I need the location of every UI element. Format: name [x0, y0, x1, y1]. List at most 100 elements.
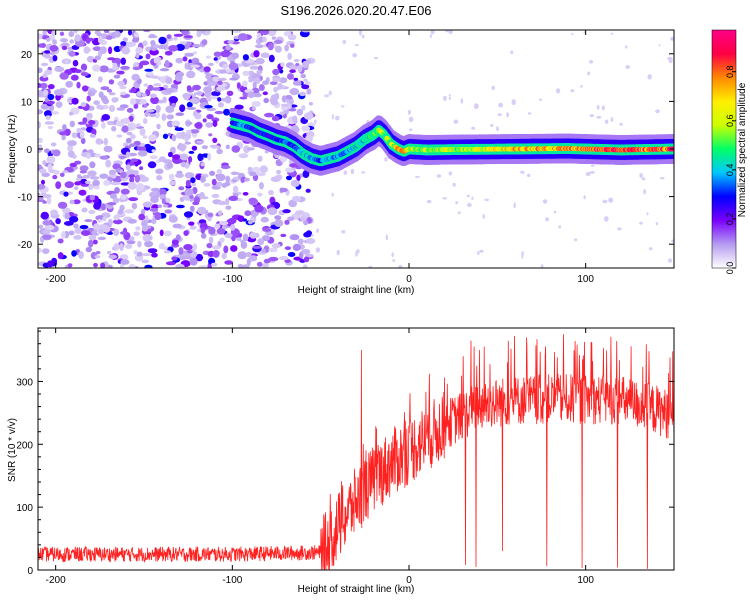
spectrogram-speck: [457, 211, 461, 215]
spectrogram-cell: [144, 240, 154, 248]
spectrogram-cell: [99, 173, 109, 179]
spectrogram-speck: [659, 177, 665, 180]
spectrogram-cell: [247, 91, 255, 99]
spectrogram-cell: [73, 235, 82, 240]
spectrogram-cell: [259, 84, 265, 91]
spectrogram-cell: [240, 239, 245, 244]
spectrogram-cell: [188, 59, 193, 64]
spectrogram-cell: [108, 46, 113, 55]
spectrogram-cell: [189, 257, 198, 266]
spectrogram-cell: [220, 165, 231, 170]
spectrogram-cell: [93, 185, 100, 190]
spectrogram-cell: [175, 263, 185, 268]
spectrogram-cell: [271, 36, 277, 40]
spectrogram-cell: [268, 54, 275, 63]
spectrogram-cell: [227, 40, 234, 44]
spectrogram-cell: [121, 125, 129, 133]
spectrogram-cell: [65, 80, 73, 88]
spectrogram-cell: [279, 77, 288, 84]
spectrogram-cell: [126, 169, 137, 176]
spectrogram-cell: [192, 51, 198, 55]
spectrogram-cell: [50, 50, 55, 56]
spectrogram-cell: [47, 93, 55, 101]
spectrogram-cell: [68, 230, 75, 236]
spectrogram-cell: [94, 55, 101, 61]
spectrogram-speck: [452, 182, 456, 187]
spectrogram-cell: [99, 155, 110, 160]
spectrogram-cell: [54, 66, 65, 72]
spectrogram-cell: [239, 96, 248, 100]
spectrogram-cell: [192, 43, 201, 48]
spectrogram-cell: [42, 248, 50, 255]
spectrogram-cell: [126, 41, 136, 48]
spectrogram-cell: [253, 74, 262, 78]
spectrogram-cell: [87, 239, 94, 248]
spectrogram-x-tick-label: 0: [406, 274, 412, 285]
spectrogram-speck: [368, 265, 373, 268]
spectrogram-cell: [256, 172, 266, 177]
spectrogram-cell: [136, 146, 143, 151]
spectrogram-cell: [223, 108, 231, 116]
spectrogram-cell: [105, 159, 112, 168]
spectrogram-cell: [208, 236, 214, 244]
spectrogram-cell: [72, 199, 81, 205]
spectrogram-cell: [101, 114, 111, 121]
spectrogram-cell: [201, 233, 207, 239]
spectrogram-speck: [453, 119, 459, 124]
spectrogram-cell: [206, 107, 216, 112]
spectrogram-cell: [149, 207, 159, 212]
spectrogram-cell: [122, 117, 130, 125]
spectrogram-cell: [57, 201, 68, 209]
spectrogram-cell: [120, 91, 127, 96]
spectrogram-cell: [287, 52, 292, 60]
spectrogram-cell: [126, 131, 133, 136]
spectrogram-cell: [184, 135, 189, 143]
spectrogram-cell: [201, 145, 208, 150]
spectrogram-cell: [68, 111, 74, 116]
spectrogram-cell: [231, 179, 237, 183]
spectrogram-cell: [295, 63, 300, 67]
spectrogram-cell: [280, 103, 289, 107]
spectrogram-cell: [141, 259, 150, 264]
spectrogram-cell: [138, 213, 146, 221]
spectrogram-cell: [117, 80, 125, 87]
snr-y-tick-label: 300: [16, 377, 33, 388]
spectrogram-cell: [260, 216, 269, 223]
figure-title: S196.2026.020.20.47.E06: [280, 3, 431, 18]
spectrogram-cell: [162, 204, 169, 208]
spectrogram-cell: [55, 101, 63, 108]
spectrogram-cell: [38, 137, 43, 143]
spectrogram-speck: [655, 222, 659, 226]
spectrogram-cell: [186, 85, 192, 91]
spectrogram-cell: [110, 181, 121, 186]
spectrogram-cell: [99, 46, 107, 54]
spectrogram-cell: [142, 118, 148, 124]
spectrogram-cell: [190, 177, 196, 184]
spectrogram-cell: [94, 153, 101, 158]
spectrogram-cell: [52, 149, 61, 157]
spectrogram-cell: [287, 34, 297, 41]
spectrogram-cell: [83, 46, 90, 54]
spectrogram-speck: [484, 198, 490, 202]
spectrogram-cell: [253, 50, 260, 58]
spectrogram-speck: [328, 90, 332, 96]
spectrogram-cell: [144, 111, 149, 118]
spectrogram-cell: [271, 243, 281, 249]
spectrogram-speck: [558, 225, 562, 229]
spectrogram-cell: [164, 197, 171, 203]
spectrogram-cell: [165, 105, 175, 113]
spectrogram-cell: [112, 163, 121, 170]
spectrogram-cell: [46, 100, 55, 105]
spectrogram-cell: [168, 173, 175, 181]
spectrogram-cell: [181, 30, 190, 36]
spectrogram-cell: [197, 153, 203, 162]
spectrogram-cell: [77, 121, 87, 125]
spectrogram-cell: [62, 124, 67, 131]
spectrogram-cell: [225, 175, 231, 183]
spectrogram-cell: [194, 122, 203, 129]
spectrogram-cell: [229, 77, 239, 81]
spectrogram-cell: [208, 226, 216, 235]
spectrogram-cell: [38, 224, 44, 229]
spectrogram-cell: [70, 74, 79, 81]
spectrogram-cell: [161, 113, 167, 121]
